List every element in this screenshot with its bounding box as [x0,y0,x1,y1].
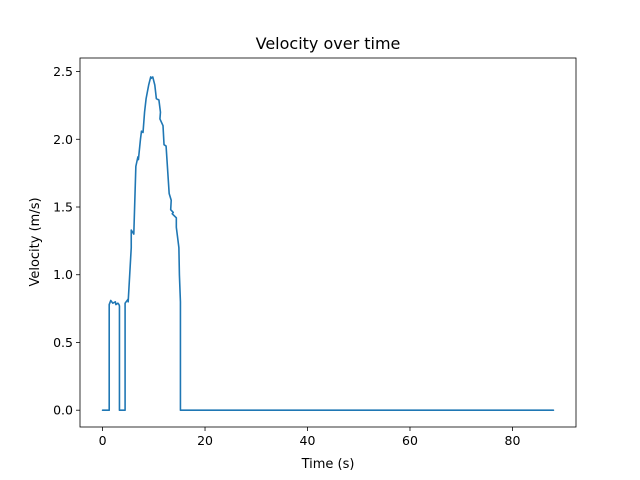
plot-frame [79,57,577,428]
y-tick-label: 2.0 [53,132,73,147]
x-tick-label: 0 [99,433,107,448]
y-axis-label: Velocity (m/s) [28,197,43,286]
y-tick-label: 2.5 [53,64,73,79]
series-layer [101,76,555,412]
x-tick-label: 80 [505,433,521,448]
x-axis: 0 20 40 60 80 [99,427,521,448]
chart-title: Velocity over time [256,34,401,53]
x-tick-label: 20 [197,433,213,448]
x-axis-label: Time (s) [301,457,355,472]
x-tick-label: 40 [300,433,316,448]
y-tick-label: 1.5 [53,200,73,215]
y-tick-label: 1.0 [53,267,73,282]
y-tick-label: 0.0 [53,403,73,418]
y-tick-label: 0.5 [53,335,73,350]
series-line-0 [101,76,555,412]
y-axis: 0.0 0.5 1.0 1.5 2.0 2.5 [53,64,80,418]
x-tick-label: 60 [402,433,418,448]
